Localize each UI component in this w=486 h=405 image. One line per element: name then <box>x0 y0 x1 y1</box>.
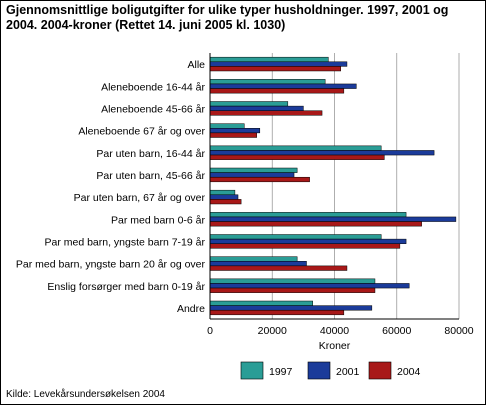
category-label-2: Aleneboende 45-66 år <box>101 103 205 115</box>
bar-2004-10 <box>209 287 376 293</box>
bar-1997-5 <box>209 167 298 173</box>
bar-1997-6 <box>209 189 236 196</box>
x-tick-label-0: 0 <box>207 325 213 337</box>
category-label-7: Par med barn 0-6 år <box>111 214 205 226</box>
bar-1997-11 <box>209 300 313 306</box>
bar-2004-6 <box>209 199 242 205</box>
bar-2001-0 <box>209 61 348 67</box>
bar-2004-7 <box>209 221 422 227</box>
bar-2004-0 <box>209 66 341 72</box>
category-label-1: Aleneboende 16-44 år <box>101 81 205 93</box>
legend-swatch-2001 <box>307 361 331 380</box>
legend-swatch-2004 <box>368 361 392 380</box>
x-tick-label-1: 20000 <box>258 325 287 337</box>
category-label-3: Aleneboende 67 år og over <box>78 126 205 138</box>
category-label-0: Alle <box>187 59 205 71</box>
bar-1997-8 <box>209 234 382 240</box>
axes <box>209 53 459 320</box>
bar-2001-1 <box>209 83 357 89</box>
bar-2004-5 <box>209 176 310 183</box>
x-tick-label-4: 80000 <box>444 325 473 337</box>
bar-1997-1 <box>209 79 326 85</box>
bar-1997-9 <box>209 256 298 262</box>
bar-2004-9 <box>209 265 348 271</box>
bar-2001-7 <box>209 216 457 222</box>
bar-1997-2 <box>209 101 289 107</box>
category-label-5: Par uten barn, 45-66 år <box>96 170 205 182</box>
category-labels: Alle Aleneboende 16-44 år Aleneboende 45-6… <box>16 59 206 315</box>
category-label-6: Par uten barn, 67 år og over <box>74 192 206 204</box>
bar-1997-0 <box>209 56 329 63</box>
x-tick-label-3: 60000 <box>382 325 411 337</box>
bar-1997-4 <box>209 145 382 151</box>
tick-labels: 0 20000 40000 60000 80000 <box>207 325 474 337</box>
bar-2001-8 <box>209 238 407 244</box>
bar-2001-11 <box>209 305 373 311</box>
bar-2004-2 <box>209 110 323 116</box>
category-label-9: Par med barn, yngste barn 20 år og over <box>16 259 206 271</box>
legend: 1997 2001 2004 <box>240 361 421 380</box>
legend-label-1997: 1997 <box>269 366 293 378</box>
bar-2001-6 <box>209 194 239 200</box>
bar-2004-1 <box>209 88 345 94</box>
bar-2001-2 <box>209 105 304 111</box>
bar-1997-7 <box>209 212 407 218</box>
bar-2004-3 <box>209 132 257 138</box>
category-label-8: Par med barn, yngste barn 7-19 år <box>44 236 205 248</box>
category-label-4: Par uten barn, 16-44 år <box>96 148 205 160</box>
bar-2004-11 <box>209 309 345 316</box>
legend-label-2001: 2001 <box>336 366 360 378</box>
bar-1997-10 <box>209 278 376 284</box>
bar-2004-4 <box>209 154 385 160</box>
legend-label-2004: 2004 <box>397 366 421 378</box>
bar-2001-3 <box>209 128 261 134</box>
bar-2001-10 <box>209 283 410 289</box>
category-label-11: Andre <box>177 303 205 315</box>
bar-2001-4 <box>209 150 435 156</box>
chart-title: Gjennomsnittlige boligutgifter for ulike… <box>6 3 449 32</box>
bars <box>209 56 457 316</box>
legend-swatch-1997 <box>240 361 264 380</box>
x-axis-title: Kroner <box>319 340 351 352</box>
bar-1997-3 <box>209 123 245 129</box>
category-label-10: Enslig forsørger med barn 0-19 år <box>47 281 205 293</box>
bar-2001-9 <box>209 261 307 267</box>
x-tick-label-2: 40000 <box>320 325 349 337</box>
bar-2001-5 <box>209 172 295 178</box>
source-note: Kilde: Levekårsundersøkelsen 2004 <box>6 389 165 400</box>
bar-2004-8 <box>209 243 401 249</box>
